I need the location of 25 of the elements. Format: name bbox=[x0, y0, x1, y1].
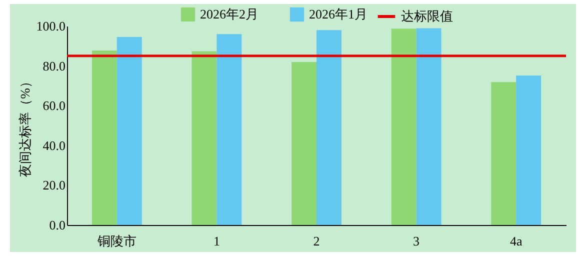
bar bbox=[416, 28, 442, 225]
legend-label: 达标限值 bbox=[401, 8, 453, 24]
y-tick-label: 100.0 bbox=[36, 18, 66, 34]
x-tick-label: 铜陵市 bbox=[96, 234, 136, 248]
x-tick-label: 2 bbox=[313, 234, 320, 248]
x-tick-label: 4a bbox=[510, 234, 522, 248]
bar bbox=[316, 30, 342, 225]
y-tick-label: 40.0 bbox=[42, 138, 66, 153]
y-tick-label: 80.0 bbox=[42, 58, 66, 74]
legend-label: 2026年1月 bbox=[309, 6, 368, 22]
bar bbox=[491, 82, 516, 225]
y-tick-label: 0.0 bbox=[49, 218, 66, 232]
bar bbox=[292, 62, 316, 225]
bar bbox=[516, 76, 542, 225]
bar bbox=[92, 50, 117, 225]
bar bbox=[116, 36, 142, 225]
y-axis-title: 夜间达标率（%） bbox=[17, 75, 32, 177]
x-tick-label: 3 bbox=[413, 234, 420, 248]
y-tick-label: 60.0 bbox=[42, 98, 66, 114]
y-tick-label: 20.0 bbox=[42, 178, 66, 193]
x-tick-label: 1 bbox=[213, 234, 220, 248]
bar bbox=[391, 28, 416, 225]
bar bbox=[216, 34, 242, 225]
legend-label: 2026年2月 bbox=[200, 6, 258, 22]
bar bbox=[192, 51, 217, 225]
